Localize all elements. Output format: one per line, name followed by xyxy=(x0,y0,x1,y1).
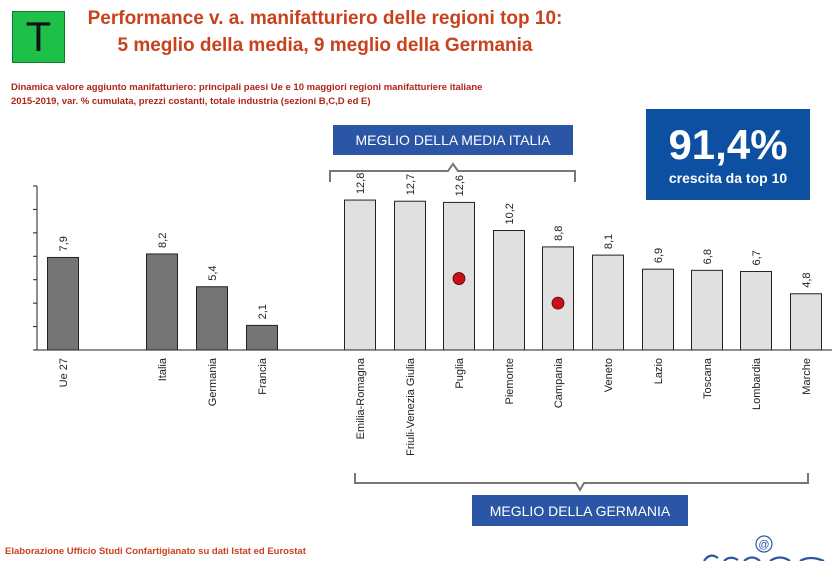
kpi-label: crescita da top 10 xyxy=(668,170,788,186)
bar-3 xyxy=(246,324,278,351)
title-line-1: Performance v. a. manifatturiero delle r… xyxy=(87,8,563,29)
bar-11 xyxy=(691,269,723,351)
value-label-6: 12,6 xyxy=(454,175,466,196)
category-label-7: Piemonte xyxy=(504,358,516,404)
value-label-0: 7,9 xyxy=(58,236,70,251)
title-line-2: 5 meglio della media, 9 meglio della Ger… xyxy=(117,35,533,56)
bar-10 xyxy=(642,268,674,351)
category-label-6: Puglia xyxy=(454,357,466,388)
page-title: Performance v. a. manifatturiero delle r… xyxy=(80,5,570,59)
value-label-7: 10,2 xyxy=(504,203,516,224)
subtitle-line-1: Dinamica valore aggiunto manifatturiero:… xyxy=(11,82,483,93)
category-label-5: Friuli-Venezia Giulia xyxy=(405,357,417,456)
bar-8 xyxy=(542,246,574,351)
bar-0 xyxy=(47,256,79,351)
category-label-3: Francia xyxy=(257,357,269,395)
category-label-1: Italia xyxy=(157,357,169,381)
category-label-2: Germania xyxy=(207,357,219,406)
value-label-9: 8,1 xyxy=(603,234,615,249)
category-label-10: Lazio xyxy=(653,358,665,384)
value-label-11: 6,8 xyxy=(702,249,714,264)
chart-subtitle: Dinamica valore aggiunto manifatturiero:… xyxy=(11,81,551,109)
category-label-11: Toscana xyxy=(702,357,714,399)
kpi-box: 91,4% crescita da top 10 xyxy=(646,109,810,200)
bottom-group-label: MEGLIO DELLA GERMANIA xyxy=(472,495,688,526)
value-label-2: 5,4 xyxy=(207,265,219,280)
marker-0 xyxy=(452,272,466,285)
category-label-9: Veneto xyxy=(603,358,615,392)
category-label-0: Ue 27 xyxy=(58,358,70,387)
top-group-label-text: MEGLIO DELLA MEDIA ITALIA xyxy=(355,132,551,148)
value-label-1: 8,2 xyxy=(157,233,169,248)
category-label-13: Marche xyxy=(801,358,813,395)
value-label-10: 6,9 xyxy=(653,248,665,263)
bar-4 xyxy=(344,199,376,351)
bottom-bracket xyxy=(354,473,809,493)
category-label-8: Campania xyxy=(553,357,565,408)
bar-5 xyxy=(394,200,426,351)
bar-12 xyxy=(740,271,772,351)
value-label-3: 2,1 xyxy=(257,304,269,319)
value-label-8: 8,8 xyxy=(553,226,565,241)
bar-9 xyxy=(592,254,624,351)
bar-2 xyxy=(196,286,228,351)
value-label-12: 6,7 xyxy=(751,250,763,265)
svg-text:@: @ xyxy=(758,539,769,551)
logo: @ xyxy=(700,530,830,561)
top-group-label: MEGLIO DELLA MEDIA ITALIA xyxy=(333,125,573,155)
badge-letter: T xyxy=(25,13,52,60)
value-label-13: 4,8 xyxy=(801,272,813,287)
source-note: Elaborazione Ufficio Studi Confartigiana… xyxy=(5,546,306,557)
kpi-value: 91,4% xyxy=(668,121,788,168)
bottom-group-label-text: MEGLIO DELLA GERMANIA xyxy=(489,502,671,519)
value-label-4: 12,8 xyxy=(355,173,367,194)
confartigianato-logo-icon: @ xyxy=(703,535,825,561)
category-label-12: Lombardia xyxy=(751,357,763,410)
bar-7 xyxy=(493,230,525,351)
subtitle-line-2: 2015-2019, var. % cumulata, prezzi costa… xyxy=(11,96,371,107)
bar-13 xyxy=(790,293,822,351)
marker-1 xyxy=(551,296,565,310)
category-label-4: Emilia-Romagna xyxy=(355,357,367,439)
top-bracket xyxy=(329,162,576,182)
value-label-5: 12,7 xyxy=(405,174,417,195)
section-badge: T xyxy=(12,11,65,63)
bar-1 xyxy=(146,253,178,351)
